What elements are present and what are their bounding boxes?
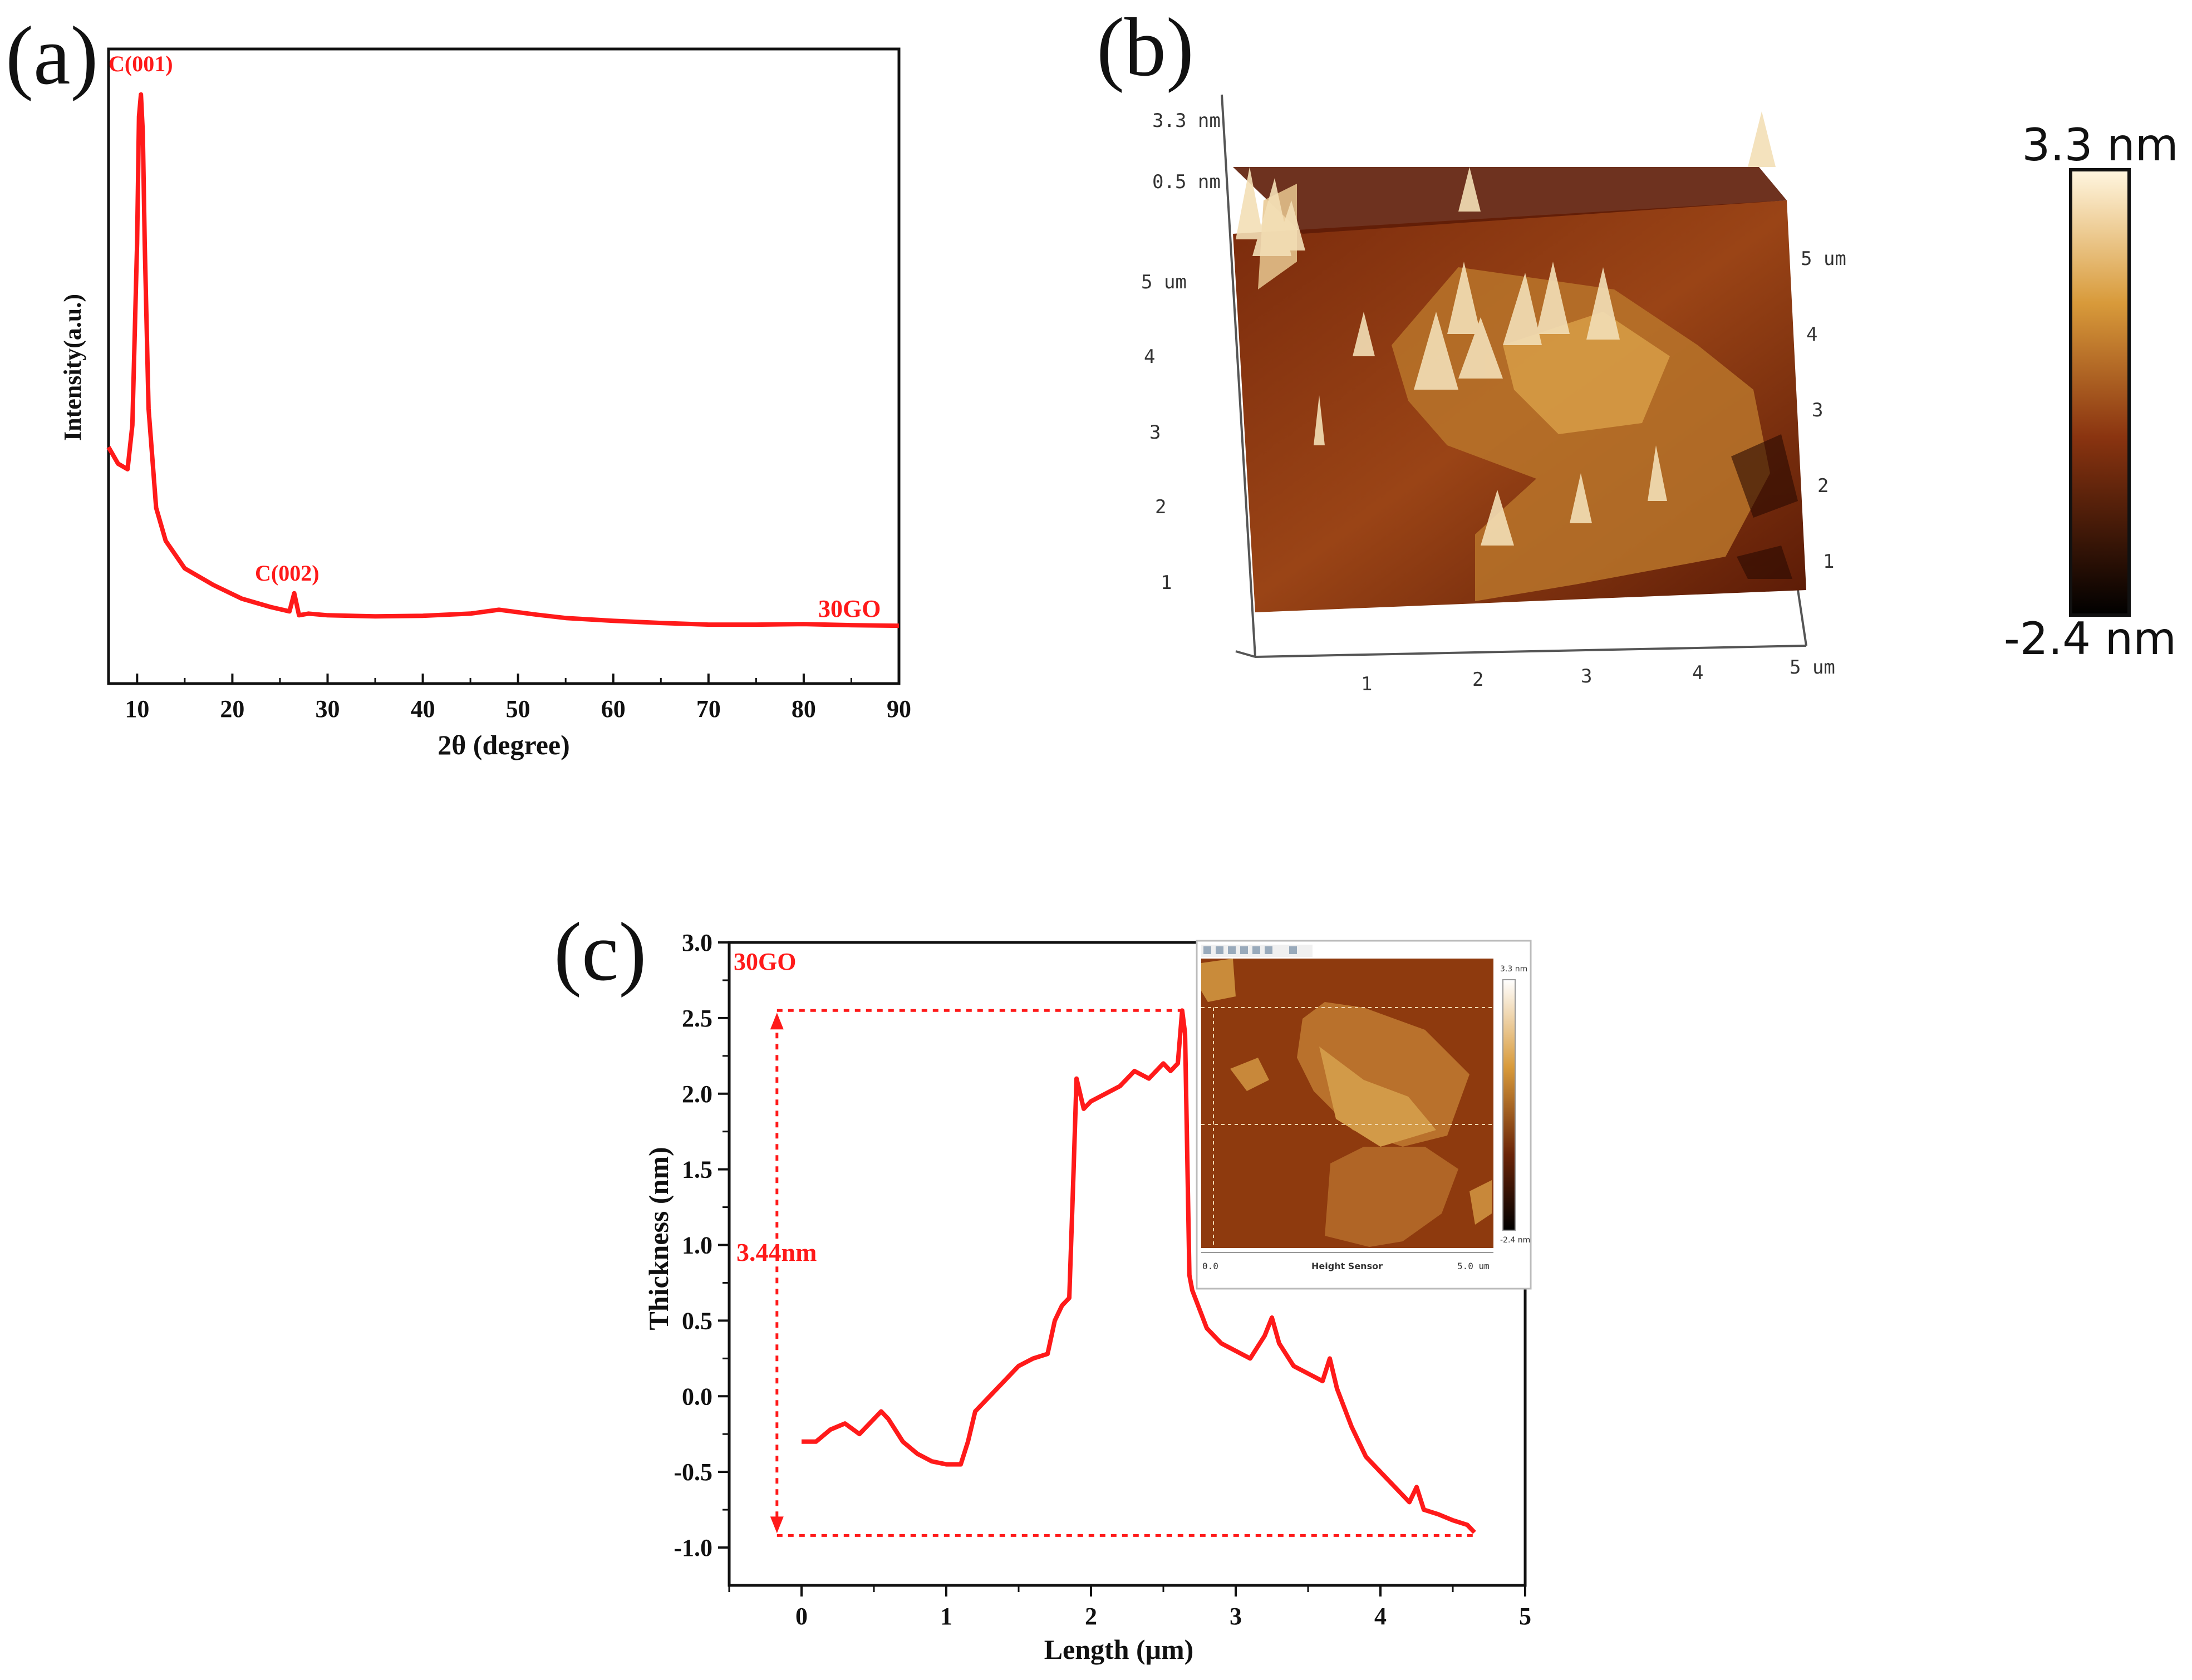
panel-c-x-tick-label: 2 (1085, 1603, 1097, 1630)
panel-c-x-tick-label: 4 (1374, 1603, 1387, 1630)
panel-c-y-tick-label: 2.0 (682, 1080, 712, 1108)
inset-caption: Height Sensor (1311, 1261, 1383, 1271)
inset-colorbar-max: 3.3 nm (1500, 965, 1527, 974)
panel-c-y-axis: -1.0 -0.5 0.0 0.5 1.0 1.5 2.0 2.5 3.0 (674, 929, 729, 1561)
panel-a-x-tick-label: 70 (696, 695, 721, 723)
panel-a-x-axis-label: 2θ (degree) (438, 729, 570, 760)
inset-tool-icon (1228, 946, 1236, 954)
panel-b-afm-3d: (b) (1097, 1, 2179, 695)
inset-tool-icon (1289, 946, 1297, 954)
panel-c-arrow-up (770, 1013, 784, 1030)
inset-tool-icon (1265, 946, 1272, 954)
panel-c-x-axis: 0 1 2 3 4 5 (728, 1585, 1531, 1630)
panel-c-arrow-down (770, 1516, 784, 1534)
panel-a-peak-label-c001: C(001) (109, 51, 173, 76)
panel-a-y-axis-label: Intensity(a.u.) (59, 294, 86, 441)
inset-tool-icon (1216, 946, 1223, 954)
panel-b-z-label-mid: 0.5 nm (1152, 171, 1221, 193)
inset-colorbar (1502, 979, 1516, 1231)
panel-b-base-axis-right (1797, 590, 1807, 646)
panel-c-y-tick-label: -0.5 (674, 1458, 712, 1486)
inset-axis-start: 0.0 (1202, 1261, 1218, 1271)
panel-a-xrd-chart: (a) 10 20 30 40 50 60 70 80 90 2θ (degree) Inten… (6, 9, 911, 760)
panel-b-left-tick: 3 (1149, 421, 1161, 444)
panel-c-label: (c) (554, 906, 646, 998)
panel-c-x-tick-label: 1 (940, 1603, 952, 1630)
panel-a-x-tick-label: 40 (411, 695, 435, 723)
panel-c-y-tick-label: -1.0 (674, 1534, 712, 1561)
panel-c-y-tick-label: 1.0 (682, 1232, 712, 1259)
panel-a-x-tick-label: 90 (887, 695, 911, 723)
panel-c-height-marker (770, 1009, 1475, 1537)
panel-b-left-tick: 2 (1155, 496, 1166, 518)
panel-b-x-tick: 1 (1361, 673, 1372, 695)
panel-c-height-annotation: 3.44nm (736, 1238, 817, 1266)
panel-a-x-tick-label: 80 (792, 695, 816, 723)
panel-b-y-axis-left: 1 2 3 4 5 um (1141, 271, 1187, 594)
panel-c-series-label: 30GO (734, 948, 796, 975)
panel-b-x-tick: 2 (1472, 669, 1483, 691)
panel-a-label: (a) (6, 9, 98, 102)
inset-tool-icon (1240, 946, 1248, 954)
panel-c-y-tick-label: 2.5 (682, 1005, 712, 1032)
panel-c-y-tick-label: 3.0 (682, 929, 712, 956)
panel-c-x-tick-label: 0 (795, 1603, 808, 1630)
panel-b-right-tick: 1 (1823, 551, 1834, 573)
panel-b-left-tick: 1 (1161, 572, 1172, 594)
panel-a-x-tick-label: 10 (125, 695, 149, 723)
panel-b-base-axis-left (1221, 94, 1256, 657)
panel-a-x-tick-label: 50 (506, 695, 530, 723)
panel-a-x-tick-label: 20 (220, 695, 244, 723)
inset-tool-icon (1203, 946, 1211, 954)
panel-c-x-tick-label: 5 (1519, 1603, 1531, 1630)
panel-b-x-tick: 3 (1581, 665, 1592, 687)
panel-b-x-tick: 4 (1692, 662, 1703, 684)
panel-a-x-tick-label: 60 (601, 695, 626, 723)
panel-a-series-label: 30GO (818, 595, 881, 622)
panel-c-y-axis-label: Thickness (nm) (643, 1147, 674, 1330)
panel-b-left-tick: 4 (1144, 346, 1155, 368)
panel-b-colorbar (2069, 168, 2131, 617)
panel-a-x-tick-label: 30 (315, 695, 340, 723)
panel-c-y-tick-label: 0.5 (682, 1307, 712, 1334)
panel-a-series-line (106, 92, 900, 628)
panel-b-colorbar-max: 3.3 nm (2022, 119, 2178, 171)
panel-c-inset-afm-image: 3.3 nm -2.4 nm 0.0 5.0 um Height Sensor (1196, 940, 1532, 1290)
panel-a-plot-frame (107, 47, 901, 685)
inset-axis-end: 5.0 um (1457, 1261, 1490, 1271)
panel-b-right-tick: 3 (1812, 399, 1823, 421)
panel-c-y-tick-label: 0.0 (682, 1383, 712, 1410)
panel-b-x-axis: 1 2 3 4 5 um (1361, 656, 1835, 695)
panel-b-right-tick: 5 um (1801, 248, 1846, 270)
panel-b-y-axis-right: 1 2 3 4 5 um (1801, 248, 1846, 573)
panel-c-thickness-chart: (c) 0 1 2 3 4 5 -1.0 -0.5 0.0 0.5 1.0 1.5 2.0 2.5 3.0… (554, 906, 1532, 1665)
inset-tool-icon (1252, 946, 1260, 954)
panel-b-right-tick: 4 (1806, 323, 1817, 346)
panel-b-colorbar-min: -2.4 nm (2004, 613, 2176, 665)
panel-c-x-axis-label: Length (μm) (1044, 1634, 1194, 1665)
panel-c-x-tick-label: 3 (1230, 1603, 1242, 1630)
panel-b-left-tick: 5 um (1141, 271, 1187, 293)
panel-b-spikes (1236, 111, 1776, 546)
panel-b-base-axis-front (1255, 645, 1807, 658)
panel-c-series-line (802, 1008, 1476, 1534)
panel-a-peak-label-c002: C(002) (255, 561, 320, 586)
panel-b-right-tick: 2 (1817, 475, 1829, 497)
inset-colorbar-min: -2.4 nm (1500, 1236, 1530, 1245)
panel-c-y-tick-label: 1.5 (682, 1156, 712, 1183)
panel-a-x-axis: 10 20 30 40 50 60 70 80 90 (125, 674, 911, 723)
panel-b-label: (b) (1097, 1, 1194, 94)
panel-b-z-label-top: 3.3 nm (1152, 110, 1221, 132)
panel-b-x-tick: 5 um (1790, 656, 1835, 679)
